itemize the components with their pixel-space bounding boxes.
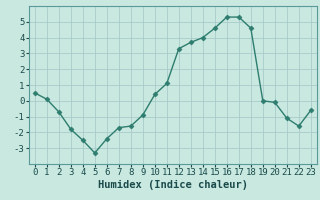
X-axis label: Humidex (Indice chaleur): Humidex (Indice chaleur)	[98, 180, 248, 190]
